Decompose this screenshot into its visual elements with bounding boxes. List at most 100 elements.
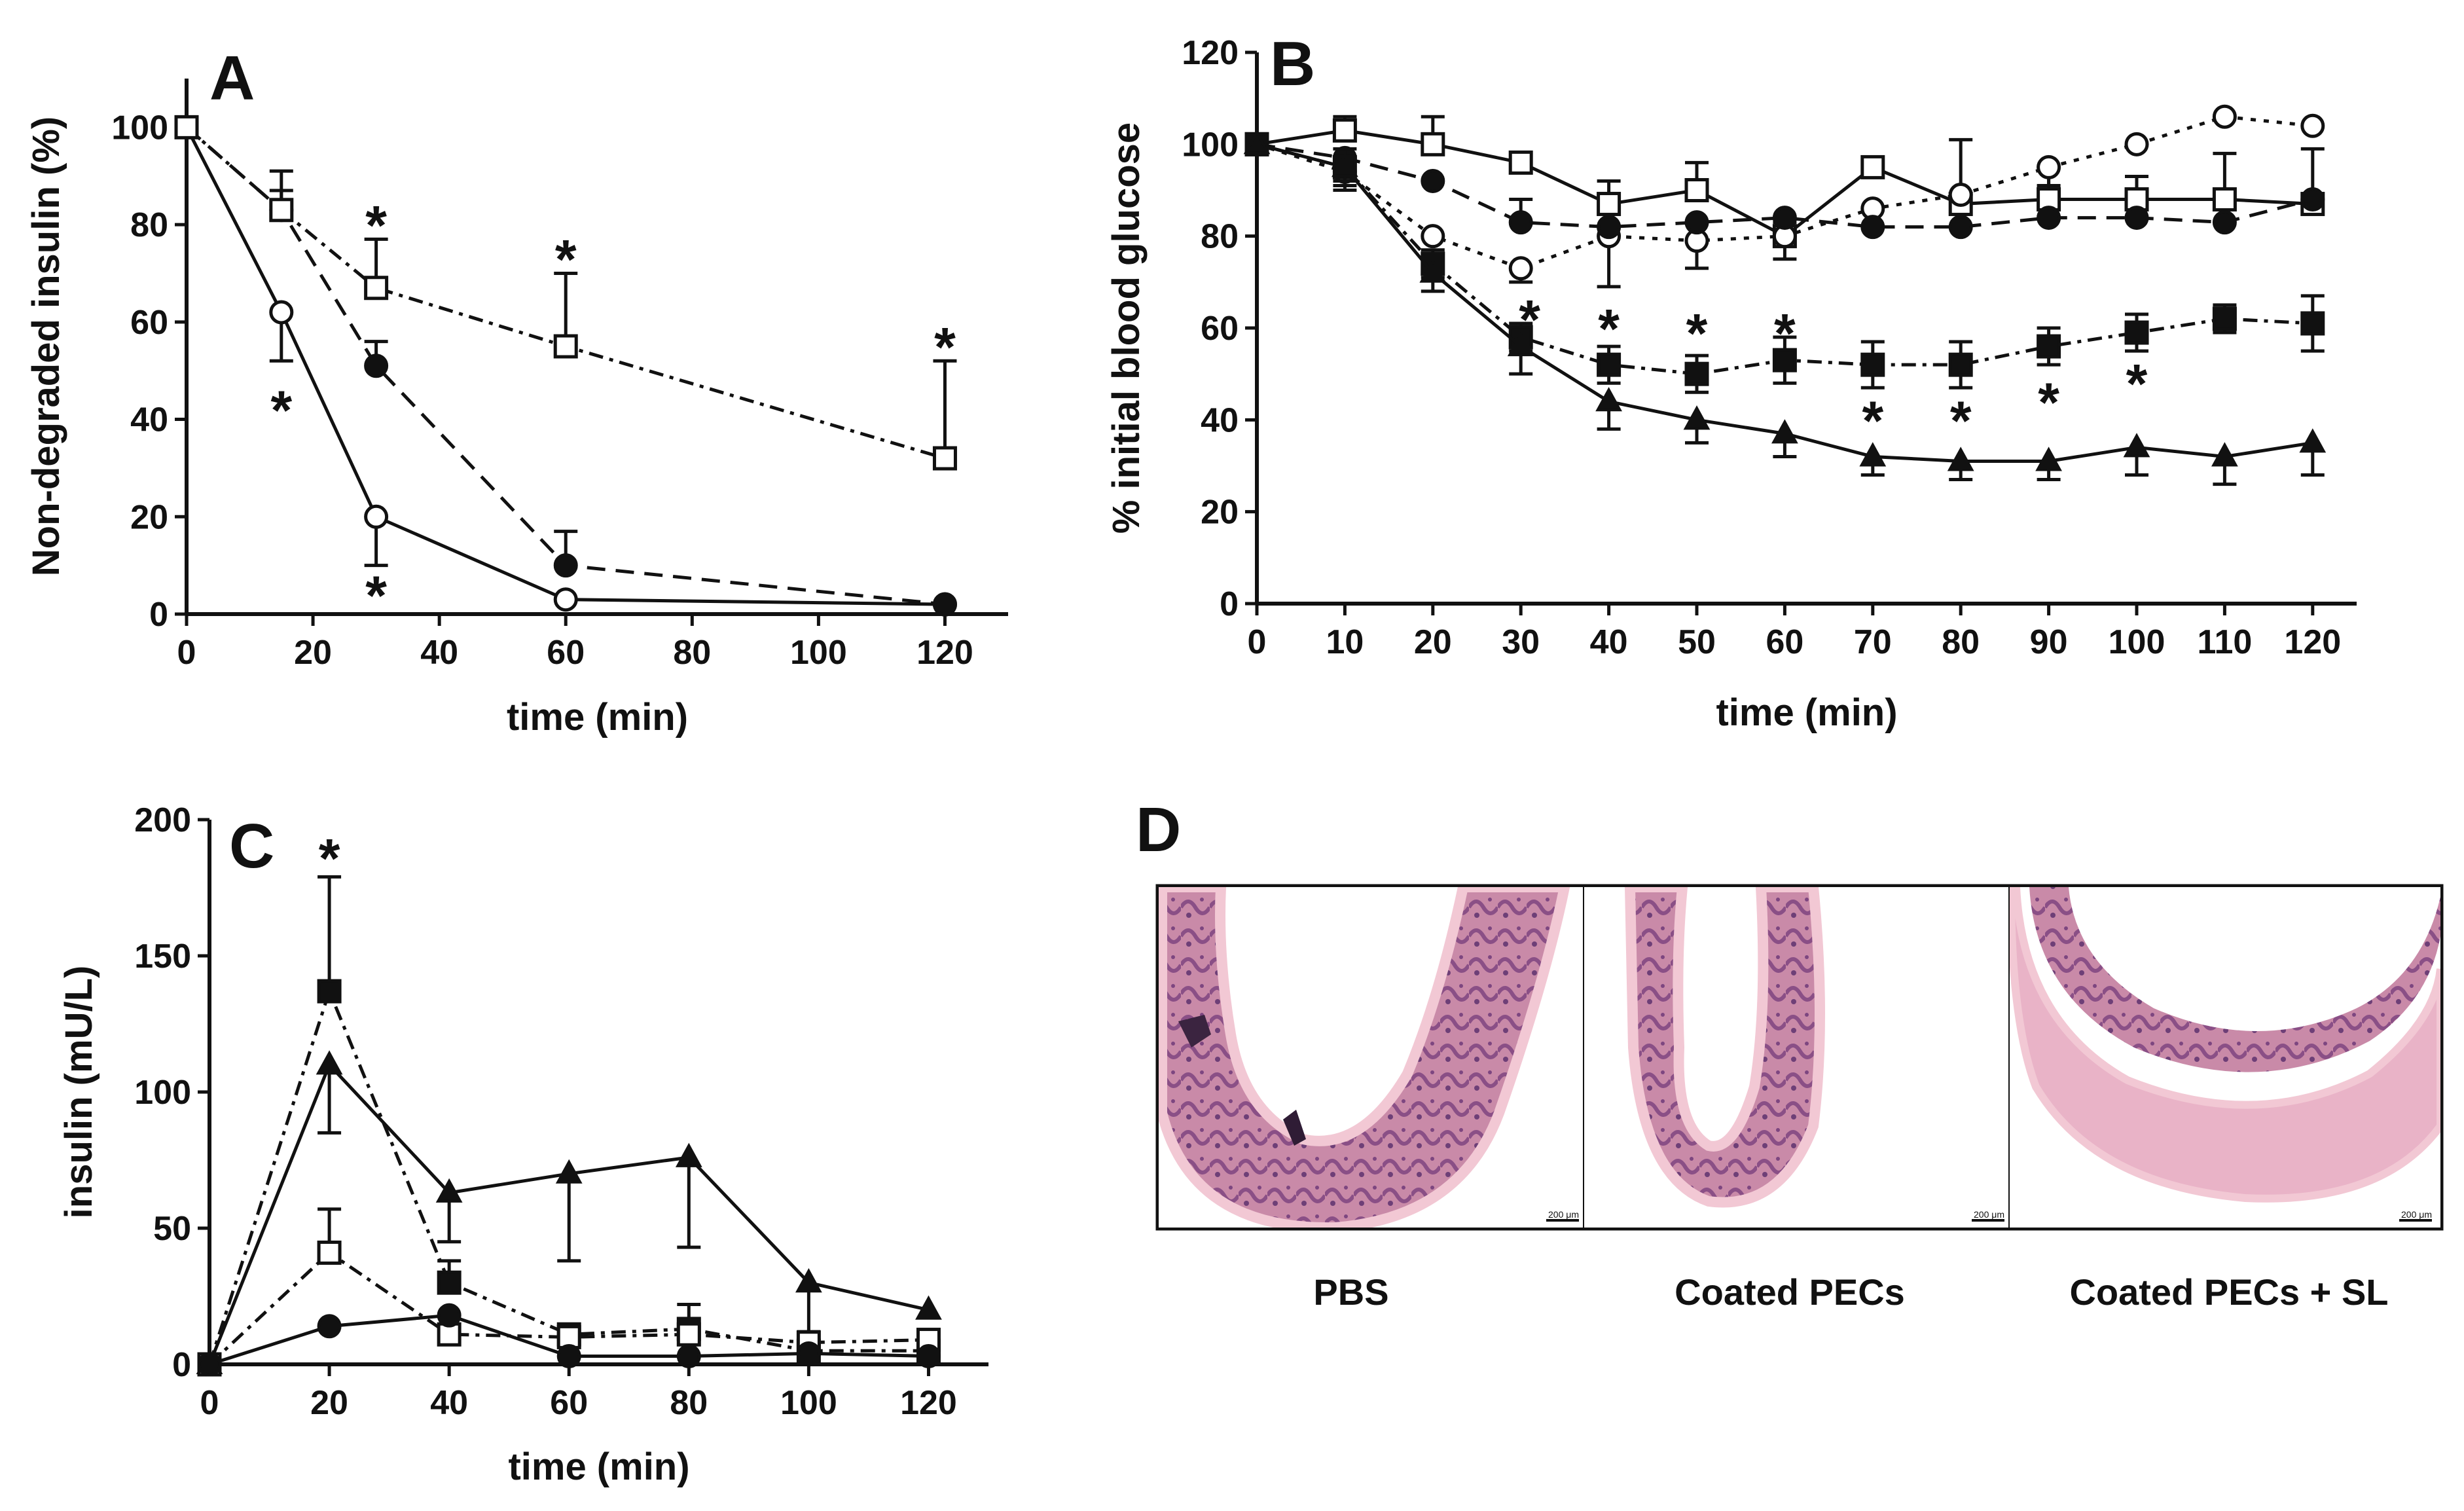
significance-star: * <box>365 194 387 256</box>
data-point <box>2037 206 2061 230</box>
data-point <box>553 334 578 359</box>
panel-b-chart: B 0 10 20 30 40 50 60 70 80 90 100 110 120 0 20 40 60 80 1… <box>1105 29 2357 734</box>
y-tick-label: 80 <box>130 206 168 244</box>
x-tick-label: 100 <box>780 1384 837 1422</box>
data-point <box>1772 206 1797 230</box>
data-point <box>915 1295 942 1320</box>
x-tick-label: 40 <box>420 634 458 672</box>
data-point <box>932 446 957 471</box>
data-point <box>1859 442 1887 467</box>
data-point <box>1507 331 1534 357</box>
data-point <box>269 198 294 223</box>
x-axis-label-c: time (min) <box>508 1446 689 1488</box>
data-point <box>676 1322 701 1347</box>
data-point <box>1597 192 1622 217</box>
y-tick-label: 20 <box>1201 494 1239 532</box>
x-tick-label: 0 <box>200 1384 219 1422</box>
data-point <box>437 1303 462 1328</box>
x-tick-label: 0 <box>1248 623 1267 661</box>
data-point <box>1508 210 1533 235</box>
y-tick-label: 120 <box>1182 34 1239 72</box>
data-point <box>1860 215 1885 240</box>
data-point <box>932 592 957 617</box>
data-point <box>364 354 389 378</box>
data-point <box>316 1050 343 1075</box>
data-point <box>1243 130 1271 155</box>
data-point <box>1421 224 1445 249</box>
data-point <box>2300 187 2325 212</box>
data-point <box>1771 419 1798 444</box>
panel-c-chart: C 0 20 40 60 80 100 120 0 50 100 150 200 time (min) i… <box>58 801 988 1488</box>
significance-star: * <box>319 828 340 889</box>
panel-c-letter: C <box>229 811 274 881</box>
y-tick-label: 60 <box>1201 310 1239 348</box>
data-point <box>675 1142 702 1167</box>
data-point <box>1684 178 1709 202</box>
data-point <box>1421 168 1445 193</box>
y-tick-label: 60 <box>130 304 168 342</box>
histology-image-coated-pecs <box>1584 887 2010 1228</box>
x-tick-label: 60 <box>550 1384 588 1422</box>
data-point <box>553 553 578 578</box>
x-tick-label: 120 <box>2284 623 2341 661</box>
significance-star: * <box>1950 390 1972 451</box>
y-tick-label: 100 <box>111 109 168 147</box>
data-point <box>1948 352 1973 377</box>
data-point <box>435 1178 463 1203</box>
histology-image-coated-pecs-sl <box>2010 887 2440 1228</box>
data-point <box>1948 183 1973 208</box>
x-tick-label: 30 <box>1502 623 1540 661</box>
x-tick-label: 100 <box>790 634 847 672</box>
data-point <box>2035 446 2062 471</box>
data-point <box>1683 405 1711 430</box>
y-axis-label-c: insulin (mU/L) <box>58 966 100 1219</box>
data-point <box>2124 187 2149 212</box>
data-point <box>2211 442 2238 467</box>
data-point <box>1595 387 1622 412</box>
data-point <box>2300 311 2325 336</box>
y-tick-label: 40 <box>130 401 168 439</box>
data-point <box>2124 206 2149 230</box>
data-point <box>553 587 578 612</box>
y-axis-label-a: Non-degraded insulin (%) <box>25 117 67 576</box>
data-point <box>1508 256 1533 281</box>
series-open-circle <box>1244 104 2325 289</box>
series-filled-triangle <box>1243 130 2327 486</box>
significance-star: * <box>270 380 292 441</box>
data-point <box>317 1240 342 1265</box>
panel-d-histology: D 200 μm 200 μm 200 μm PBS Coated PECs C <box>1136 795 2444 1313</box>
significance-star: * <box>365 564 387 626</box>
y-tick-label: 0 <box>172 1346 191 1384</box>
panel-a-letter: A <box>209 43 255 113</box>
data-point <box>1332 153 1358 177</box>
x-tick-label: 20 <box>1414 623 1452 661</box>
data-point <box>2300 113 2325 138</box>
y-tick-label: 80 <box>1201 218 1239 256</box>
data-point <box>1772 348 1797 373</box>
data-point <box>2212 306 2237 331</box>
significance-star: * <box>2126 353 2148 414</box>
caption-coated-pecs: Coated PECs <box>1675 1271 1905 1313</box>
x-tick-label: 20 <box>310 1384 348 1422</box>
data-point <box>2123 433 2150 458</box>
data-point <box>174 115 199 139</box>
data-point <box>197 1352 222 1377</box>
x-tick-label: 20 <box>294 634 332 672</box>
panel-d-letter: D <box>1136 795 1181 865</box>
series-open-square <box>174 115 957 471</box>
data-point <box>795 1268 822 1293</box>
data-point <box>1597 215 1622 240</box>
data-point <box>916 1344 941 1369</box>
data-point <box>1419 258 1447 283</box>
significance-star: * <box>1862 390 1883 451</box>
y-tick-label: 0 <box>1220 585 1239 623</box>
series-filled-square <box>197 875 941 1377</box>
data-point <box>437 1270 462 1295</box>
significance-star: * <box>1519 289 1540 350</box>
x-tick-label: 60 <box>547 634 585 672</box>
significance-star: * <box>934 316 956 378</box>
x-tick-label: 120 <box>900 1384 957 1422</box>
series-line <box>185 126 946 460</box>
data-point <box>1597 352 1622 377</box>
